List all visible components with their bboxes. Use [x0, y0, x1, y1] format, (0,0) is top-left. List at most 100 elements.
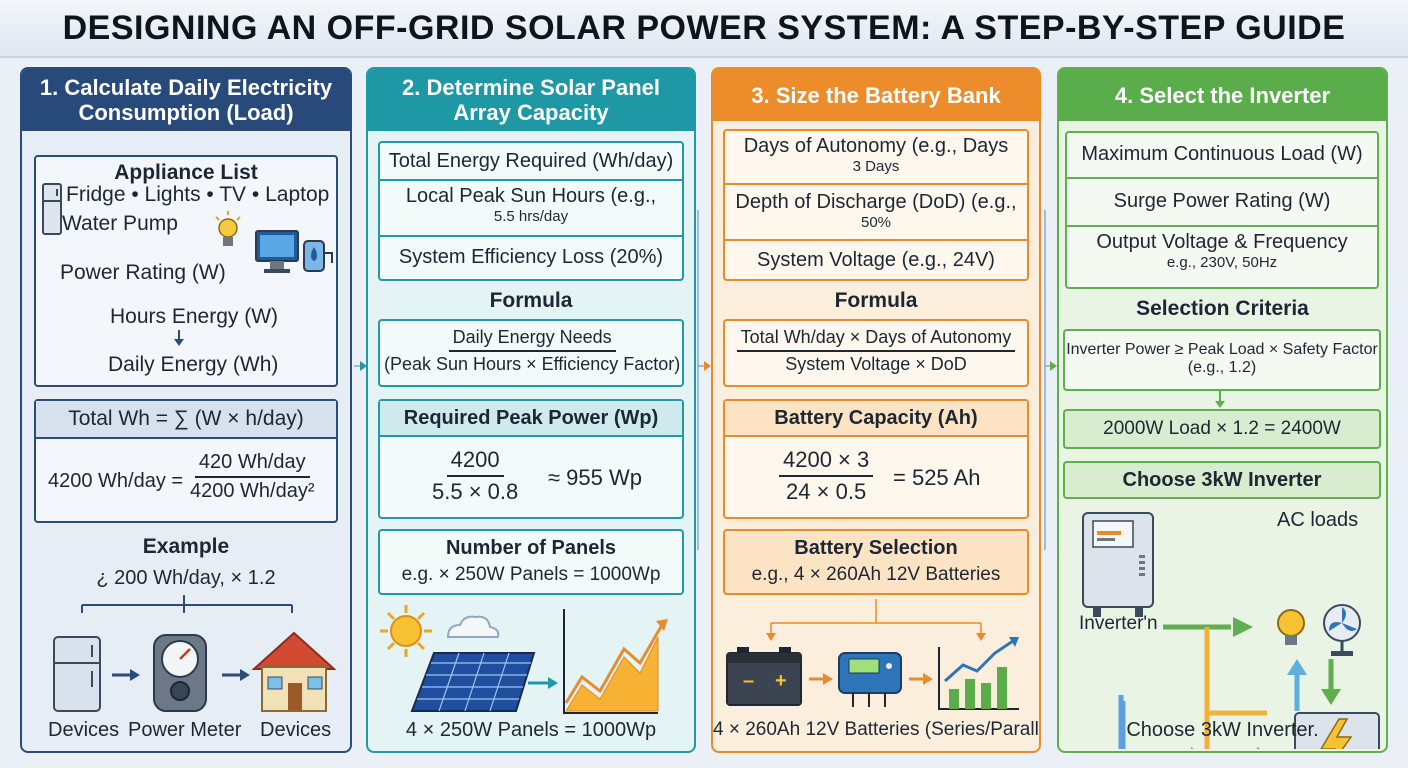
step2-heading-line1: 2. Determine Solar Panel	[402, 75, 660, 100]
flow-devices-left: Devices	[48, 719, 120, 741]
step2-panel: 2. Determine Solar Panel Array Capacity …	[366, 67, 696, 753]
total-wh-fraction: 420 Wh/day 4200 Wh/day²	[186, 451, 319, 503]
fan-icon	[1323, 604, 1361, 656]
num-panels-example: e.g. × 250W Panels = 1000Wp	[401, 564, 661, 585]
step1-panel: 1. Calculate Daily Electricity Consumpti…	[20, 67, 352, 753]
appliances-line2: Water Pump	[62, 212, 178, 235]
daily-energy-label: Daily Energy (Wh)	[108, 353, 279, 376]
step2-item-efficiency: System Efficiency Loss (20%)	[380, 237, 682, 277]
step3-formula-numerator: Total Wh/day × Days of Autonomy	[736, 327, 1016, 352]
battery-selection-title: Battery Selection	[794, 537, 958, 559]
step3-item-autonomy: Days of Autonomy (e.g., Days 3 Days	[725, 131, 1027, 185]
fridge-device-icon	[53, 636, 101, 712]
step3-formula-denominator: System Voltage × DoD	[785, 354, 967, 374]
peak-power-numerator: 4200	[446, 447, 504, 477]
step2-heading-line2: Array Capacity	[453, 100, 609, 125]
svg-text:+: +	[775, 670, 787, 692]
inverter-label: Inverter'n	[1079, 613, 1158, 634]
example-value: ¿ 200 Wh/day, × 1.2	[96, 567, 276, 589]
bulb-icon	[1277, 609, 1305, 645]
total-wh-formula: Total Wh = ∑ (W × h/day)	[68, 407, 304, 430]
total-wh-header: Total Wh = ∑ (W × h/day)	[36, 401, 336, 439]
battery-capacity-denominator: 24 × 0.5	[786, 479, 867, 504]
total-wh-box: Total Wh = ∑ (W × h/day) 4200 Wh/day = 4…	[34, 399, 338, 523]
step3-item-voltage: System Voltage (e.g., 24V)	[725, 241, 1027, 279]
total-wh-calc-left: 4200 Wh/day =	[48, 470, 184, 492]
step2-formula-numerator: Daily Energy Needs	[448, 327, 616, 352]
hours-energy-label: Hours Energy (W)	[110, 305, 279, 328]
criteria-line1: Inverter Power ≥ Peak Load × Safety Fact…	[1066, 341, 1378, 358]
step4-inputs-box: Maximum Continuous Load (W) Surge Power …	[1065, 131, 1379, 289]
step2-bottom-caption: 4 × 250W Panels = 1000Wp	[405, 719, 657, 741]
step4-item2-text: Surge Power Rating (W)	[1113, 190, 1331, 212]
peak-power-title: Required Peak Power (Wp)	[403, 407, 659, 429]
inverter-system-illustration	[1082, 512, 1361, 717]
step2-formula-fraction: Daily Energy Needs (Peak Sun Hours × Eff…	[380, 327, 682, 375]
step3-item3-text: System Voltage (e.g., 24V)	[757, 249, 995, 271]
power-meter-icon	[153, 634, 207, 712]
step3-item2-line1: Depth of Discharge (DoD) (e.g.,	[735, 191, 1017, 213]
step3-item1-line1: Days of Autonomy (e.g., Days	[743, 135, 1009, 157]
lightbulb-icon	[215, 211, 241, 246]
battery-capacity-result: = 525 Ah	[893, 465, 981, 490]
battery-icon: – +	[726, 647, 802, 706]
step4-item1-text: Maximum Continuous Load (W)	[1081, 143, 1363, 165]
peak-power-header: Required Peak Power (Wp)	[380, 401, 682, 437]
appliances-line1: Fridge • Lights • TV • Laptop	[66, 183, 330, 206]
example-title: Example	[142, 535, 230, 558]
step4-heading: 4. Select the Inverter	[1059, 69, 1386, 121]
charge-controller-icon	[838, 652, 902, 707]
step4-item3-line1: Output Voltage & Frequency	[1096, 231, 1348, 253]
step2-item3-text: System Efficiency Loss (20%)	[398, 246, 664, 268]
step4-panel: 4. Select the Inverter Maximum Continuou…	[1057, 67, 1388, 753]
step2-formula-title: Formula	[489, 289, 573, 312]
step3-heading: 3. Size the Battery Bank	[713, 69, 1039, 121]
appliance-list-title: Appliance List	[114, 161, 258, 184]
step2-heading: 2. Determine Solar Panel Array Capacity	[368, 69, 694, 131]
step2-item-total-energy: Total Energy Required (Wh/day)	[380, 143, 682, 181]
flow-meter-label: Power Meter	[128, 719, 242, 741]
ac-loads-label: AC loads	[1277, 509, 1359, 531]
peak-power-result: ≈ 955 Wp	[548, 465, 643, 490]
power-rating-label: Power Rating (W)	[60, 261, 226, 284]
total-wh-denominator: 4200 Wh/day²	[190, 480, 315, 502]
computer-icon	[255, 230, 333, 273]
battery-capacity-header: Battery Capacity (Ah)	[725, 401, 1027, 437]
flow-devices-right: Devices	[260, 719, 332, 741]
step3-formula-box: Total Wh/day × Days of Autonomy System V…	[723, 319, 1029, 387]
peak-power-box: Required Peak Power (Wp) 4200 5.5 × 0.8 …	[378, 399, 684, 519]
battery-capacity-title: Battery Capacity (Ah)	[774, 407, 978, 429]
step1-heading-line2: Consumption (Load)	[78, 100, 294, 125]
step3-panel: 3. Size the Battery Bank Days of Autonom…	[711, 67, 1041, 753]
step4-item-max-load: Maximum Continuous Load (W)	[1067, 133, 1377, 179]
step3-formula-fraction: Total Wh/day × Days of Autonomy System V…	[725, 327, 1027, 375]
selection-criteria-title: Selection Criteria	[1136, 297, 1309, 320]
step2-item-peak-sun: Local Peak Sun Hours (e.g., 5.5 hrs/day	[380, 181, 682, 237]
step3-item1-line2: 3 Days	[852, 158, 900, 175]
solar-growth-illustration	[380, 605, 668, 714]
system-arrows-bottom	[1118, 655, 1380, 749]
num-panels-title: Number of Panels	[445, 537, 617, 559]
connector-arrows	[354, 210, 1057, 550]
battery-capacity-numerator: 4200 × 3	[779, 447, 874, 477]
battery-capacity-box: Battery Capacity (Ah) 4200 × 3 24 × 0.5 …	[723, 399, 1029, 519]
inverter-icon	[1082, 512, 1154, 617]
step4-item-surge: Surge Power Rating (W)	[1067, 179, 1377, 227]
sun-icon	[380, 605, 432, 657]
step3-inputs-box: Days of Autonomy (e.g., Days 3 Days Dept…	[723, 129, 1029, 281]
step2-inputs-box: Total Energy Required (Wh/day) Local Pea…	[378, 141, 684, 281]
house-icon	[251, 631, 337, 712]
fridge-icon	[42, 183, 62, 235]
page-title: DESIGNING AN OFF-GRID SOLAR POWER SYSTEM…	[0, 0, 1408, 58]
step4-item-output: Output Voltage & Frequency e.g., 230V, 5…	[1067, 227, 1377, 285]
num-panels-box: Number of Panels e.g. × 250W Panels = 10…	[378, 529, 684, 595]
step2-formula-box: Daily Energy Needs (Peak Sun Hours × Eff…	[378, 319, 684, 387]
solar-panel-icon	[410, 652, 536, 712]
bar-growth-icon	[938, 637, 1019, 710]
criteria-down-arrow-icon	[1215, 391, 1225, 408]
battery-selection-box: Battery Selection e.g., 4 × 260Ah 12V Ba…	[723, 529, 1029, 595]
step3-bottom-caption: 4 × 260Ah 12V Batteries (Series/Parallel…	[713, 719, 1041, 740]
criteria-line2: (e.g., 1.2)	[1187, 359, 1257, 376]
example-flow-diagram	[53, 595, 337, 712]
peak-power-denominator: 5.5 × 0.8	[432, 479, 519, 504]
